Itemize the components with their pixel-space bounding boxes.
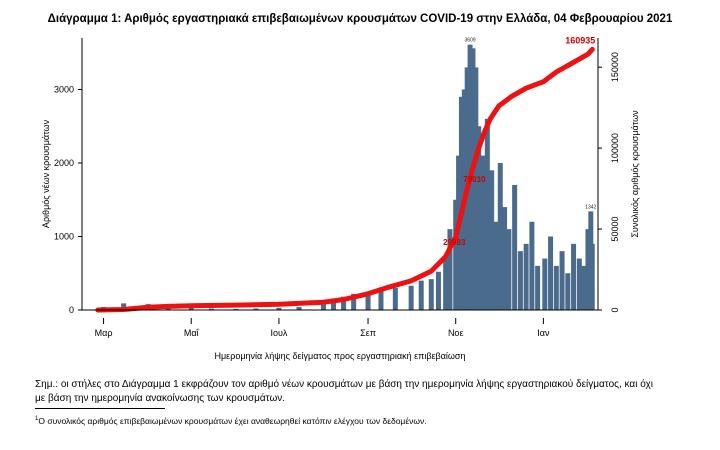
bar <box>548 236 554 310</box>
bar <box>489 170 495 310</box>
bar <box>559 251 565 310</box>
bar <box>565 273 571 310</box>
bar <box>365 291 371 310</box>
bar <box>447 229 453 310</box>
x-tick-label: Ιαν <box>537 328 550 338</box>
bars-layer <box>101 44 595 311</box>
bar <box>253 308 259 310</box>
chart: 0 1000 2000 3000 Αριθμός νέων κρουσμάτων 0 500… <box>41 35 640 361</box>
bar <box>553 265 559 310</box>
bar <box>506 229 512 310</box>
bar <box>435 271 441 310</box>
bar <box>408 285 414 310</box>
bar <box>523 243 529 310</box>
bar <box>529 221 535 310</box>
right-axis-title: Συνολικός αριθμός κρουσμάτων <box>630 110 640 238</box>
chart-title: Διάγραμμα 1: Αριθμός εργαστηριακά επιβεβ… <box>47 13 673 25</box>
bar <box>517 251 523 310</box>
left-tick-label: 3000 <box>54 84 74 94</box>
bar <box>571 243 577 310</box>
cumulative-line-layer <box>95 46 595 313</box>
footnote: 1Ο συνολικός αριθμός επιβεβαιωμένων κρου… <box>35 412 427 428</box>
bar <box>585 229 591 310</box>
bar-value-label: 3609 <box>465 38 476 44</box>
right-tick-label: 50000 <box>610 217 620 242</box>
cumulative-line <box>95 46 595 313</box>
x-tick-label: Μαρ <box>95 328 113 338</box>
bar <box>576 258 582 310</box>
bar <box>443 258 449 310</box>
footnote-text: Ο συνολικός αριθμός επιβεβαιωμένων κρουσ… <box>38 415 427 426</box>
bar <box>121 303 127 310</box>
right-tick-label: 100000 <box>610 133 620 163</box>
bar <box>535 265 541 310</box>
x-axis-title: Ημερομηνία λήψης δείγματος προς εργαστηρ… <box>215 351 466 361</box>
bar <box>276 307 282 310</box>
footnote-divider <box>35 408 165 409</box>
bar <box>484 118 490 310</box>
bar <box>341 296 347 310</box>
footnote-mark: 1 <box>35 416 39 422</box>
bar <box>589 243 595 310</box>
bar <box>188 307 194 310</box>
note-line-2: με βάση την ημερομηνία ανακοίνωσης των κ… <box>35 393 286 404</box>
bar <box>502 207 508 310</box>
bar <box>470 48 476 310</box>
left-tick-label: 2000 <box>54 158 74 168</box>
bar <box>378 289 384 310</box>
left-tick-label: 0 <box>69 305 74 315</box>
x-tick-label: Σεπ <box>360 328 376 338</box>
left-axis-title: Αριθμός νέων κρουσμάτων <box>41 119 51 228</box>
bar <box>208 308 214 310</box>
chart-note: Σημ.: οι στήλες στο Διάγραμμα 1 εκφράζου… <box>35 378 675 406</box>
bar <box>542 258 548 310</box>
x-tick-label: Ιουλ <box>270 328 287 338</box>
note-line-1: Σημ.: οι στήλες στο Διάγραμμα 1 εκφράζου… <box>35 379 653 390</box>
cumulative-value-label: 79010 <box>463 175 486 184</box>
bar <box>320 303 326 310</box>
cumulative-value-label: 160935 <box>565 35 595 45</box>
right-tick-label: 150000 <box>610 52 620 82</box>
bar <box>296 307 302 310</box>
x-tick-label: Νοε <box>448 328 464 338</box>
bar <box>581 265 587 310</box>
bar <box>480 155 486 310</box>
bar <box>497 162 503 310</box>
right-tick-label: 0 <box>610 307 620 312</box>
bar <box>493 221 499 310</box>
labels-layer: 3609 1342 160935 79010 29983 <box>443 35 596 247</box>
bar <box>392 287 398 310</box>
x-tick-label: Μαΐ <box>184 328 200 338</box>
bar <box>428 279 434 310</box>
bar <box>453 199 459 310</box>
bar <box>473 67 479 311</box>
bar-value-label: 1342 <box>585 204 596 210</box>
bar <box>512 185 518 310</box>
bar <box>418 280 424 310</box>
bar <box>233 308 239 310</box>
bar <box>476 126 482 310</box>
bar <box>331 300 337 310</box>
left-tick-label: 1000 <box>54 231 74 241</box>
bar <box>351 293 357 310</box>
axes-layer: 0 1000 2000 3000 Αριθμός νέων κρουσμάτων 0 500… <box>41 38 640 361</box>
cumulative-value-label: 29983 <box>443 238 466 247</box>
